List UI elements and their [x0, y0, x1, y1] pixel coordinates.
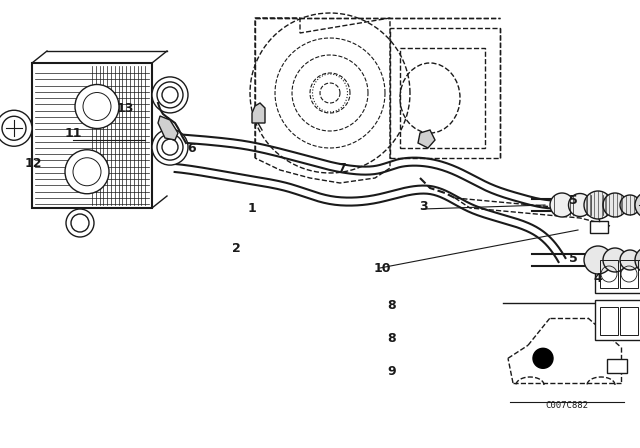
Circle shape [584, 246, 612, 274]
Polygon shape [158, 116, 178, 140]
Circle shape [603, 248, 627, 272]
Text: 5: 5 [568, 251, 577, 264]
Text: 9: 9 [388, 365, 396, 378]
Circle shape [65, 150, 109, 194]
Circle shape [568, 194, 591, 216]
Text: 12: 12 [24, 156, 42, 169]
Circle shape [635, 247, 640, 273]
Text: 13: 13 [116, 102, 134, 115]
Polygon shape [252, 103, 265, 123]
Text: 2: 2 [232, 241, 241, 254]
Circle shape [152, 77, 188, 113]
Text: 11: 11 [64, 126, 82, 139]
Circle shape [71, 214, 89, 232]
Circle shape [75, 85, 119, 129]
Bar [590, 221, 608, 233]
Circle shape [66, 209, 94, 237]
Bar [400, 48, 485, 148]
Circle shape [533, 348, 553, 368]
Text: C007C882: C007C882 [545, 401, 589, 410]
Circle shape [620, 250, 640, 270]
Bar [620, 260, 638, 288]
Bar [620, 307, 638, 335]
Bar [595, 253, 640, 293]
Text: 4: 4 [594, 271, 602, 284]
Circle shape [157, 82, 183, 108]
Bar [600, 307, 618, 335]
Circle shape [162, 87, 178, 103]
Circle shape [152, 129, 188, 165]
Bar [600, 260, 618, 288]
Text: 3: 3 [419, 199, 428, 212]
Circle shape [586, 194, 608, 216]
Text: 5: 5 [568, 194, 577, 207]
Circle shape [0, 110, 32, 146]
Circle shape [620, 195, 640, 215]
Circle shape [635, 192, 640, 218]
Circle shape [162, 139, 178, 155]
Bar [595, 300, 640, 340]
Bar [596, 206, 602, 211]
Bar [607, 359, 627, 373]
Circle shape [584, 191, 612, 219]
Circle shape [550, 193, 574, 217]
Text: 6: 6 [188, 142, 196, 155]
Bar [32, 63, 152, 208]
Bar [390, 28, 500, 158]
Circle shape [157, 134, 183, 160]
Circle shape [603, 193, 627, 217]
Polygon shape [418, 130, 435, 148]
Text: 1: 1 [248, 202, 257, 215]
Text: 10: 10 [373, 262, 391, 275]
Text: 8: 8 [388, 332, 396, 345]
Text: 8: 8 [388, 298, 396, 311]
Text: 7: 7 [338, 161, 346, 175]
